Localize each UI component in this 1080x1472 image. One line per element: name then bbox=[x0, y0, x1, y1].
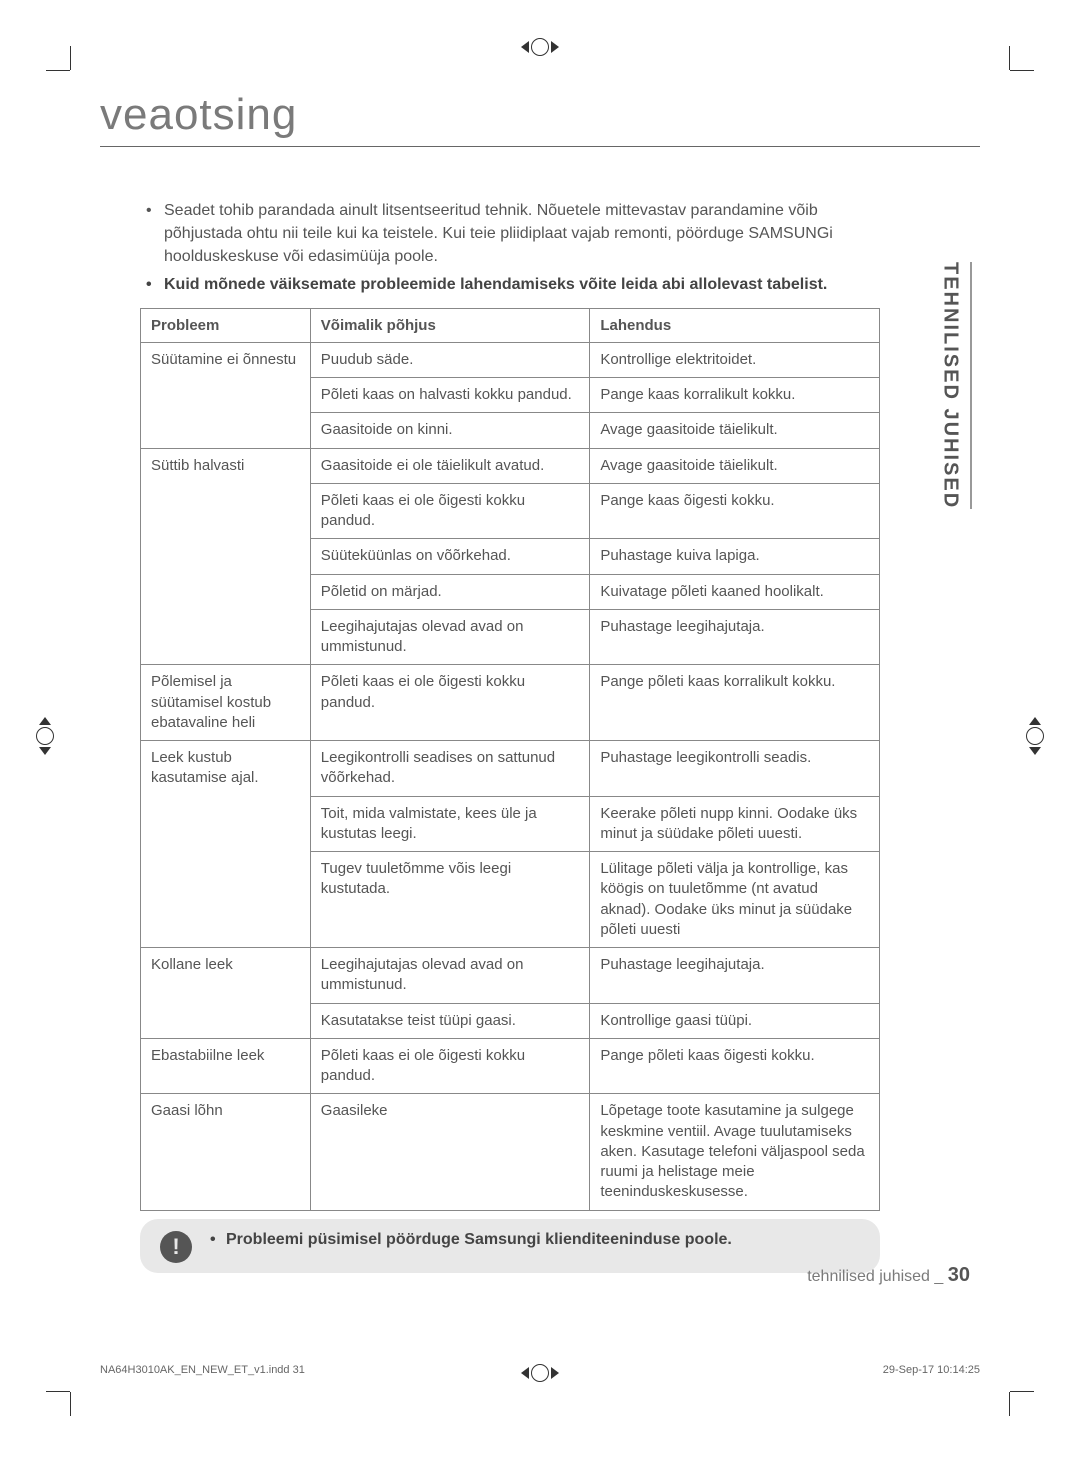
cell-solution: Avage gaasitoide täielikult. bbox=[590, 413, 880, 448]
cell-cause: Gaasitoide on kinni. bbox=[310, 413, 590, 448]
cell-cause: Gaasitoide ei ole täielikult avatud. bbox=[310, 448, 590, 483]
page-footer: tehnilised juhised _ 30 bbox=[807, 1264, 970, 1287]
registration-mark-right bbox=[1026, 717, 1044, 755]
cell-solution: Kontrollige gaasi tüüpi. bbox=[590, 1003, 880, 1038]
cell-problem: Ebastabiilne leek bbox=[141, 1038, 311, 1094]
side-tab: TEHNILISED JUHISED bbox=[940, 262, 970, 532]
footer-label: tehnilised juhised _ bbox=[807, 1268, 948, 1285]
print-footer: NA64H3010AK_EN_NEW_ET_v1.indd 31 29-Sep-… bbox=[100, 1364, 980, 1376]
cell-problem: Süütamine ei õnnestu bbox=[141, 342, 311, 448]
table-row: Kollane leekLeegihajutajas olevad avad o… bbox=[141, 948, 880, 1004]
cell-solution: Kuivatage põleti kaaned hoolikalt. bbox=[590, 574, 880, 609]
registration-mark-top bbox=[521, 38, 559, 56]
crop-circle-icon bbox=[531, 38, 549, 56]
cell-cause: Põleti kaas ei ole õigesti kokku pandud. bbox=[310, 1038, 590, 1094]
table-row: Leek kustub kasutamise ajal.Leegikontrol… bbox=[141, 741, 880, 797]
print-footer-right: 29-Sep-17 10:14:25 bbox=[883, 1364, 980, 1376]
note-text: Probleemi püsimisel pöörduge Samsungi kl… bbox=[208, 1229, 732, 1251]
tri-up-icon bbox=[39, 717, 51, 725]
side-tab-label: TEHNILISED JUHISED bbox=[939, 262, 972, 509]
tri-down-icon bbox=[39, 747, 51, 755]
table-row: Ebastabiilne leekPõleti kaas ei ole õige… bbox=[141, 1038, 880, 1094]
cell-cause: Tugev tuuletõmme võis leegi kustutada. bbox=[310, 852, 590, 948]
cell-solution: Lülitage põleti välja ja kontrollige, ka… bbox=[590, 852, 880, 948]
cell-problem: Süttib halvasti bbox=[141, 448, 311, 665]
cell-solution: Avage gaasitoide täielikult. bbox=[590, 448, 880, 483]
cell-solution: Pange kaas korralikult kokku. bbox=[590, 378, 880, 413]
cell-cause: Leegikontrolli seadises on sattunud võõr… bbox=[310, 741, 590, 797]
cell-cause: Puudub säde. bbox=[310, 342, 590, 377]
page-number: 30 bbox=[948, 1264, 970, 1286]
cell-solution: Pange põleti kaas korralikult kokku. bbox=[590, 665, 880, 741]
intro-bullet-bold: Kuid mõnede väiksemate probleemide lahen… bbox=[140, 273, 880, 296]
cell-solution: Puhastage leegihajutaja. bbox=[590, 948, 880, 1004]
cell-cause: Toit, mida valmistate, kees üle ja kustu… bbox=[310, 796, 590, 852]
cell-solution: Pange kaas õigesti kokku. bbox=[590, 483, 880, 539]
cell-problem: Leek kustub kasutamise ajal. bbox=[141, 741, 311, 948]
note-box: ! Probleemi püsimisel pöörduge Samsungi … bbox=[140, 1219, 880, 1273]
crop-circle-icon bbox=[36, 727, 54, 745]
tri-left-icon bbox=[521, 41, 529, 53]
registration-mark-left bbox=[36, 717, 54, 755]
cell-cause: Gaasileke bbox=[310, 1094, 590, 1210]
cell-cause: Süüteküünlas on võõrkehad. bbox=[310, 539, 590, 574]
crop-circle-icon bbox=[1026, 727, 1044, 745]
table-row: Süttib halvastiGaasitoide ei ole täielik… bbox=[141, 448, 880, 483]
cell-solution: Puhastage kuiva lapiga. bbox=[590, 539, 880, 574]
cell-cause: Leegihajutajas olevad avad on ummistunud… bbox=[310, 948, 590, 1004]
tri-up-icon bbox=[1029, 717, 1041, 725]
intro-bullet: Seadet tohib parandada ainult litsentsee… bbox=[140, 199, 880, 269]
cell-cause: Põleti kaas on halvasti kokku pandud. bbox=[310, 378, 590, 413]
table-row: Gaasi lõhnGaasilekeLõpetage toote kasuta… bbox=[141, 1094, 880, 1210]
col-header-solution: Lahendus bbox=[590, 308, 880, 342]
page-title: veaotsing bbox=[100, 90, 980, 147]
print-footer-left: NA64H3010AK_EN_NEW_ET_v1.indd 31 bbox=[100, 1364, 305, 1376]
tri-down-icon bbox=[1029, 747, 1041, 755]
cell-cause: Põleti kaas ei ole õigesti kokku pandud. bbox=[310, 665, 590, 741]
table-row: Põlemisel ja süütamisel kostub ebatavali… bbox=[141, 665, 880, 741]
col-header-problem: Probleem bbox=[141, 308, 311, 342]
tri-right-icon bbox=[551, 41, 559, 53]
cell-cause: Põleti kaas ei ole õigesti kokku pandud. bbox=[310, 483, 590, 539]
col-header-cause: Võimalik põhjus bbox=[310, 308, 590, 342]
cell-problem: Kollane leek bbox=[141, 948, 311, 1039]
cell-solution: Pange põleti kaas õigesti kokku. bbox=[590, 1038, 880, 1094]
cell-solution: Kontrollige elektritoidet. bbox=[590, 342, 880, 377]
cell-problem: Gaasi lõhn bbox=[141, 1094, 311, 1210]
table-header-row: Probleem Võimalik põhjus Lahendus bbox=[141, 308, 880, 342]
intro-list: Seadet tohib parandada ainult litsentsee… bbox=[140, 199, 880, 296]
cell-cause: Kasutatakse teist tüüpi gaasi. bbox=[310, 1003, 590, 1038]
cell-solution: Keerake põleti nupp kinni. Oodake üks mi… bbox=[590, 796, 880, 852]
cell-cause: Põletid on märjad. bbox=[310, 574, 590, 609]
troubleshoot-table: Probleem Võimalik põhjus Lahendus Süütam… bbox=[140, 308, 880, 1211]
cell-solution: Puhastage leegikontrolli seadis. bbox=[590, 741, 880, 797]
cell-cause: Leegihajutajas olevad avad on ummistunud… bbox=[310, 609, 590, 665]
page-content: veaotsing Seadet tohib parandada ainult … bbox=[100, 90, 980, 1273]
alert-icon: ! bbox=[160, 1231, 192, 1263]
cell-problem: Põlemisel ja süütamisel kostub ebatavali… bbox=[141, 665, 311, 741]
cell-solution: Puhastage leegihajutaja. bbox=[590, 609, 880, 665]
table-row: Süütamine ei õnnestuPuudub säde.Kontroll… bbox=[141, 342, 880, 377]
cell-solution: Lõpetage toote kasutamine ja sulgege kes… bbox=[590, 1094, 880, 1210]
